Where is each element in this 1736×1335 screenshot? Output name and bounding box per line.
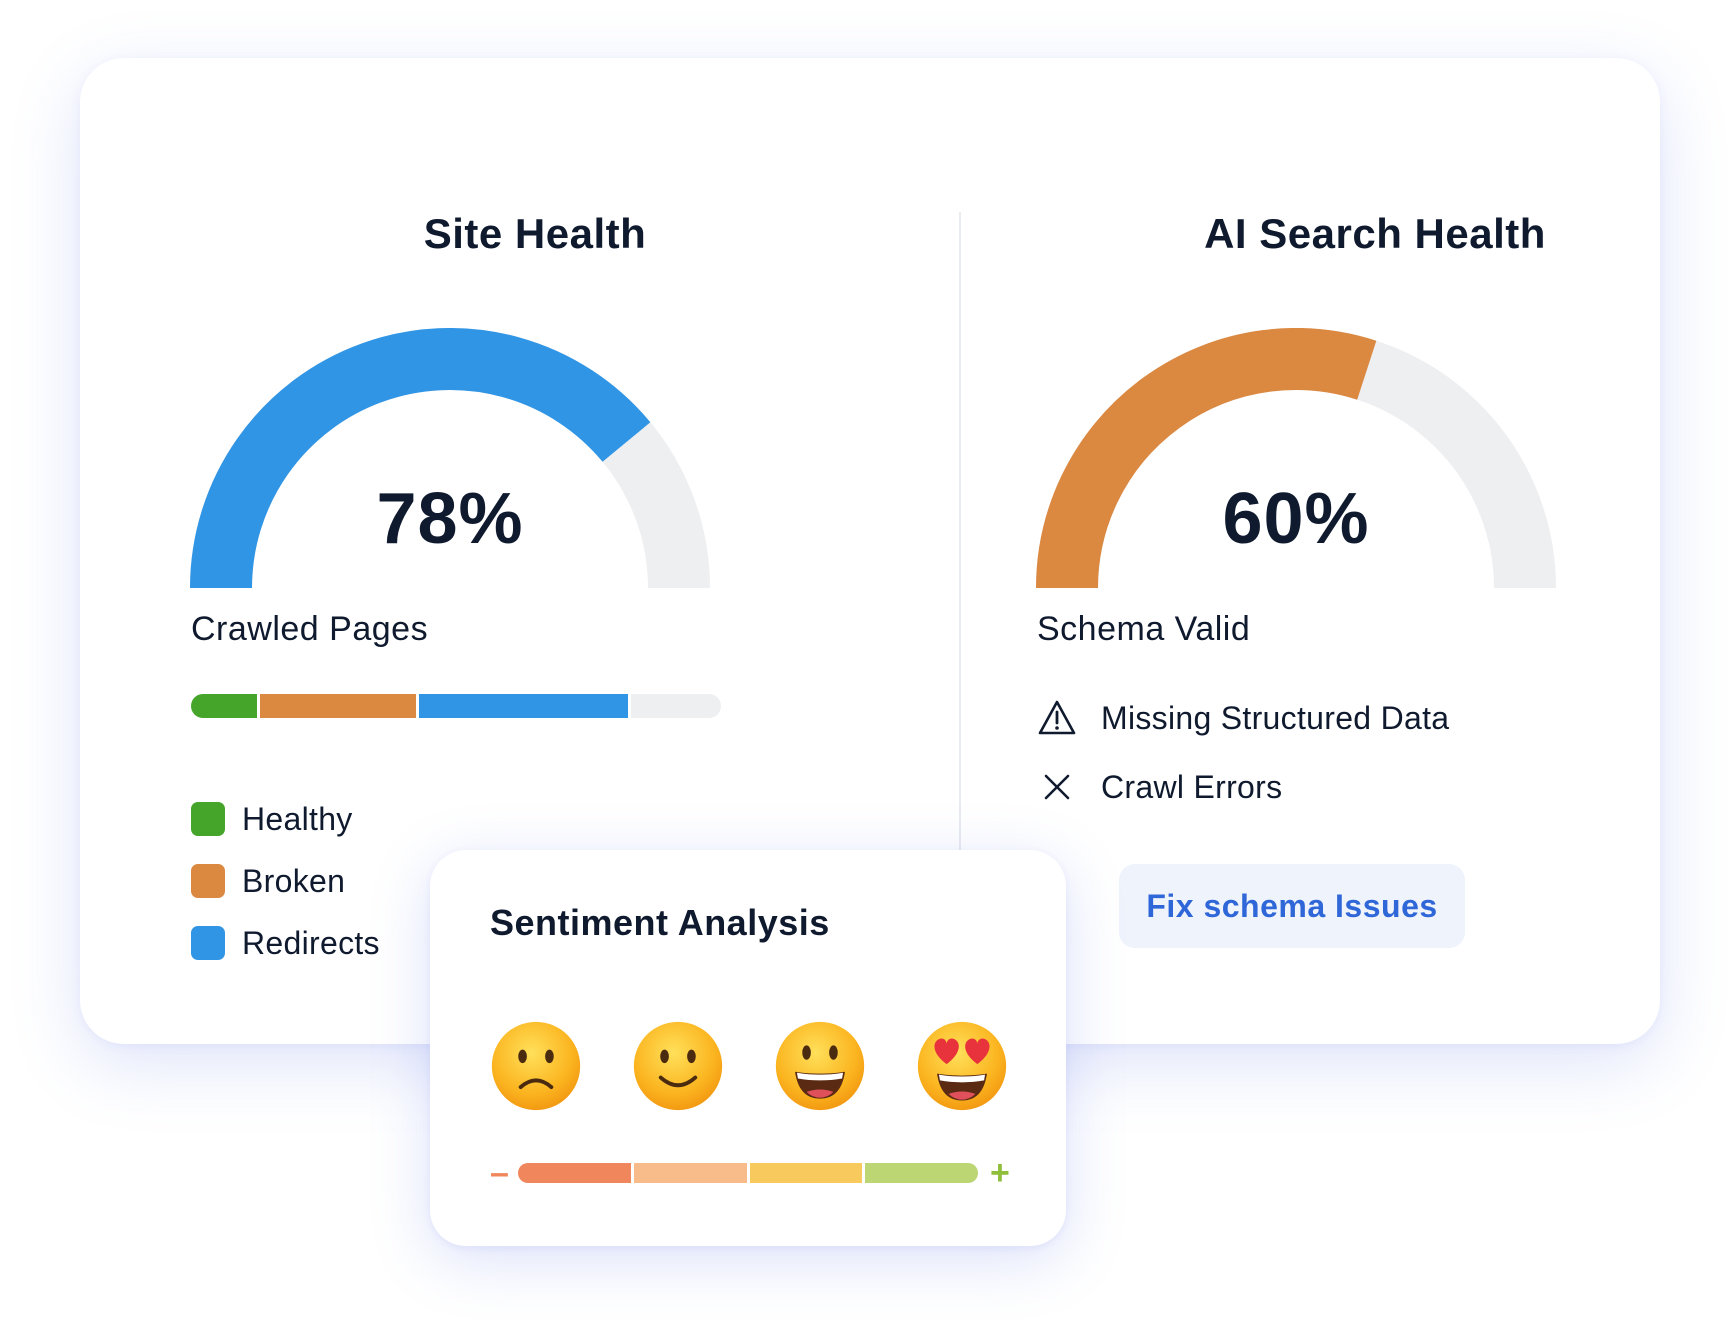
sentiment-seg-negative	[633, 1163, 750, 1183]
crawled-bar-broken	[259, 694, 419, 718]
warning-triangle-icon	[1038, 700, 1076, 735]
crawled-pages-legend: Healthy Broken Redirects	[191, 788, 380, 974]
crawled-bar-healthy	[191, 694, 260, 718]
frowning-face-icon	[491, 1021, 581, 1111]
healthy-swatch	[191, 802, 225, 836]
sentiment-scale-bar	[518, 1163, 978, 1183]
ai-search-health-title: AI Search Health	[1204, 210, 1546, 257]
panel-divider	[959, 212, 961, 912]
issue-label-missing-structured-data: Missing Structured Data	[1101, 699, 1450, 736]
redirects-swatch	[191, 926, 225, 960]
issue-missing-structured-data: Missing Structured Data	[1037, 698, 1449, 738]
close-x-icon	[1044, 774, 1070, 800]
sentiment-seg-very-negative	[518, 1163, 634, 1183]
ai-search-health-percentage: 60%	[1222, 479, 1370, 559]
legend-label-redirects: Redirects	[242, 924, 380, 961]
grinning-face-icon	[775, 1021, 865, 1111]
legend-item-redirects: Redirects	[191, 912, 380, 974]
broken-swatch	[191, 864, 225, 898]
sentiment-analysis-card: Sentiment Analysis	[430, 850, 1066, 1246]
crawled-pages-label: Crawled Pages	[191, 610, 429, 648]
negative-sign: –	[490, 1154, 509, 1192]
issue-label-crawl-errors: Crawl Errors	[1101, 768, 1283, 805]
positive-sign: +	[990, 1154, 1010, 1192]
ai-search-gauge-fill	[1036, 328, 1377, 589]
ai-search-health-gauge: 60%	[1036, 328, 1556, 598]
legend-item-broken: Broken	[191, 850, 380, 912]
sentiment-seg-very-positive	[865, 1163, 978, 1183]
issue-crawl-errors: Crawl Errors	[1037, 767, 1282, 807]
crawled-pages-bar	[191, 694, 721, 718]
site-health-percentage: 78%	[376, 479, 524, 559]
schema-valid-label: Schema Valid	[1037, 610, 1251, 648]
legend-item-healthy: Healthy	[191, 788, 380, 850]
sentiment-analysis-title: Sentiment Analysis	[490, 902, 830, 943]
heart-eyes-face-icon	[917, 1021, 1007, 1111]
site-health-gauge: 78%	[190, 328, 710, 598]
site-health-gauge-fill	[190, 328, 651, 589]
sentiment-seg-positive	[749, 1163, 866, 1183]
legend-label-broken: Broken	[242, 862, 346, 899]
fix-schema-issues-button[interactable]: Fix schema Issues	[1119, 864, 1465, 948]
slightly-smiling-face-icon	[633, 1021, 723, 1111]
crawled-bar-redirects	[418, 694, 631, 718]
legend-label-healthy: Healthy	[242, 800, 353, 837]
site-health-title: Site Health	[423, 210, 647, 257]
